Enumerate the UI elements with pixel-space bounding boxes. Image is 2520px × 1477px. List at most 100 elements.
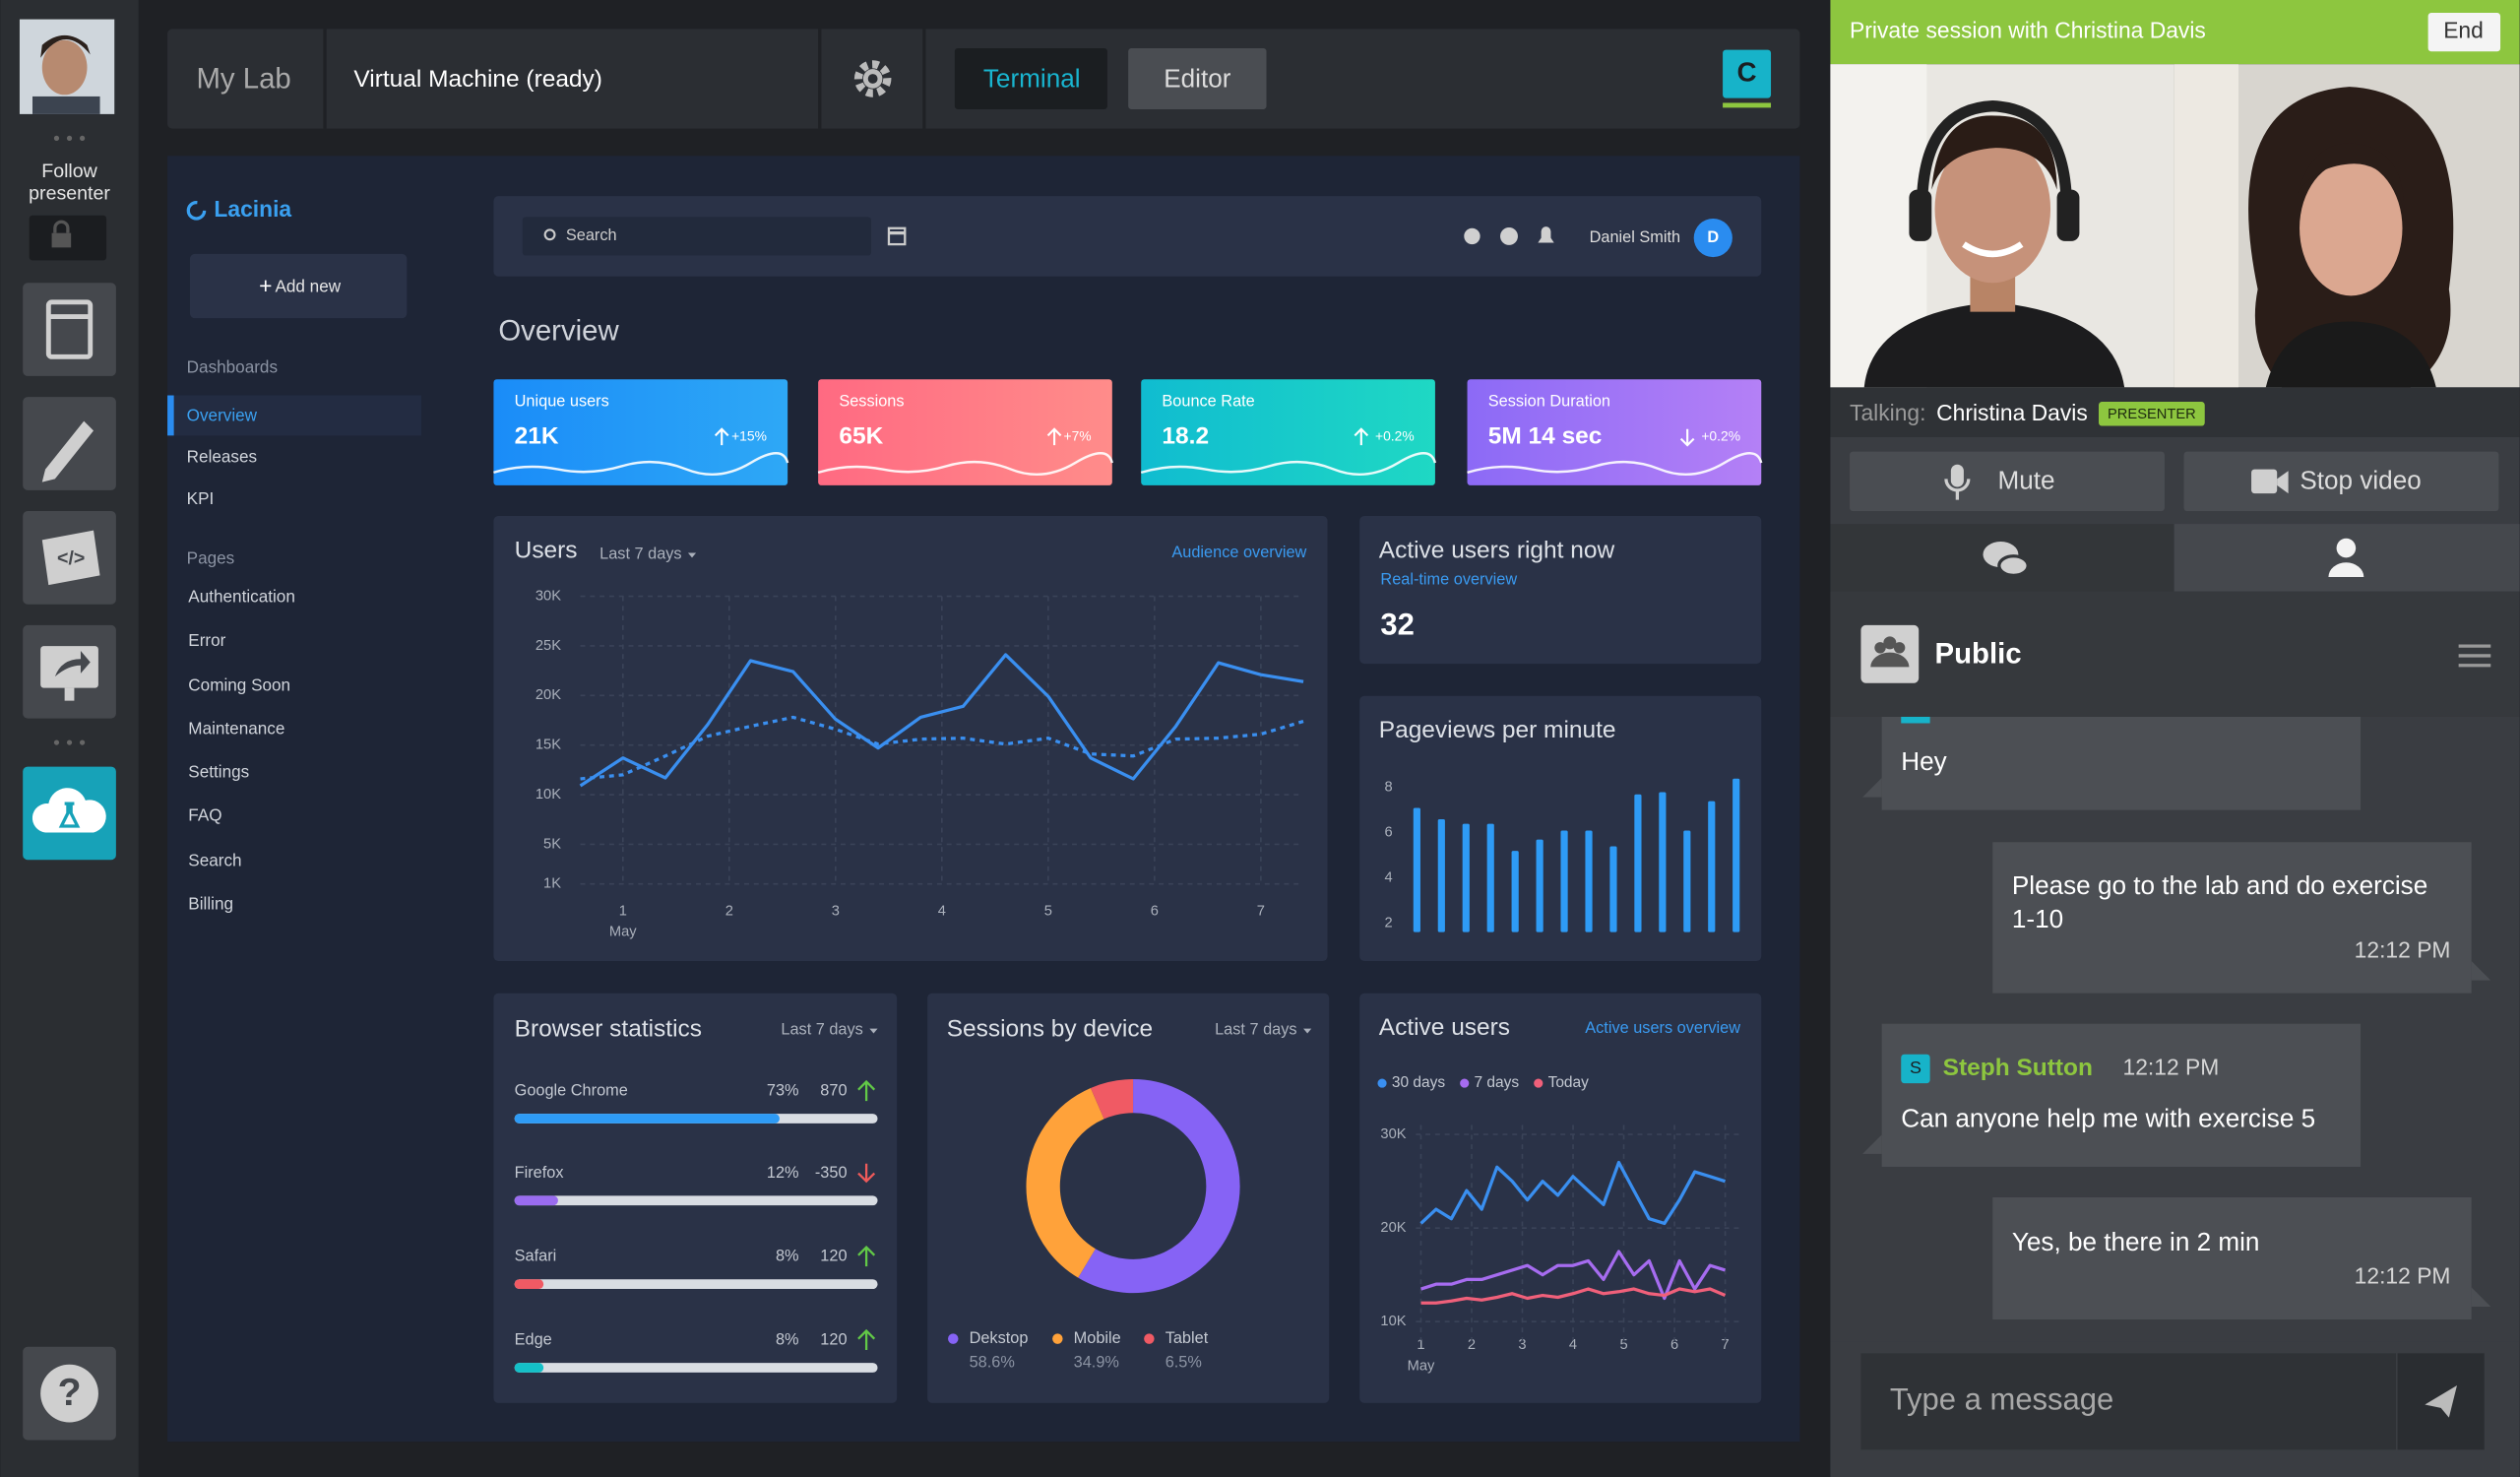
nav-item[interactable]: Maintenance: [188, 719, 284, 738]
message-bubble: [1992, 1196, 2472, 1320]
dots: [53, 135, 86, 141]
settings-button[interactable]: [853, 60, 892, 97]
kpi-sparkline: [1140, 452, 1437, 476]
search-input[interactable]: [522, 217, 872, 256]
nav-item[interactable]: Billing: [188, 893, 233, 913]
search-placeholder[interactable]: Search: [566, 226, 617, 244]
nav-item[interactable]: Settings: [188, 762, 249, 782]
browser-share: 12%: [767, 1164, 799, 1182]
stop-video-button[interactable]: [2183, 451, 2499, 512]
cloud-lab-button[interactable]: [58, 802, 81, 828]
help-button[interactable]: ?: [23, 1346, 116, 1441]
nav-item[interactable]: KPI: [187, 488, 215, 508]
header-icons[interactable]: [1538, 226, 1554, 243]
follow-lock[interactable]: [51, 232, 72, 248]
cloud-lab-button[interactable]: [23, 766, 116, 861]
add-new-label[interactable]: Add new: [275, 277, 341, 296]
nav-item[interactable]: Overview: [187, 405, 258, 424]
message-text: Yes, be there in 2 min: [2012, 1227, 2260, 1256]
presenter-avatar: [32, 96, 100, 114]
message-placeholder[interactable]: Type a message: [1890, 1381, 2113, 1416]
caret: [687, 552, 697, 558]
settings-button[interactable]: [867, 74, 878, 84]
tab-terminal[interactable]: [954, 47, 1107, 109]
user-avatar[interactable]: [1693, 218, 1732, 258]
add-new-button[interactable]: [189, 253, 408, 319]
settings-button[interactable]: [853, 60, 892, 97]
tool-button[interactable]: [41, 530, 100, 586]
nav-section: Dashboards: [187, 356, 278, 376]
card-link[interactable]: Audience overview: [1171, 544, 1306, 561]
nav-item[interactable]: Search: [188, 850, 241, 869]
header-icons[interactable]: [1500, 226, 1518, 245]
message-input[interactable]: [1860, 1353, 2396, 1450]
brand: Lacinia: [214, 196, 291, 222]
browser-name: Firefox: [515, 1164, 564, 1182]
nav-item[interactable]: Coming Soon: [188, 674, 290, 694]
donut-slice: [1026, 1087, 1105, 1278]
nav-item[interactable]: Error: [188, 630, 225, 650]
stop-video-label[interactable]: Stop video: [2300, 466, 2421, 495]
tool-button[interactable]: [23, 283, 116, 376]
help-button[interactable]: ?: [58, 1372, 82, 1414]
tool-button[interactable]: </>: [57, 547, 85, 569]
card-link[interactable]: Active users overview: [1585, 1019, 1740, 1037]
nav-item[interactable]: FAQ: [188, 805, 221, 825]
group-icon: [1870, 636, 1910, 668]
video-presenter: [1931, 115, 2057, 190]
x-tick-label: 5: [1619, 1337, 1627, 1353]
brand-logo: [186, 201, 207, 221]
tool-button[interactable]: [45, 299, 94, 359]
follow-lock[interactable]: [29, 215, 107, 261]
card-title: Active users: [1379, 1014, 1510, 1041]
author-avatar: [1901, 716, 1930, 724]
presenter-avatar: [19, 19, 115, 114]
mute-label[interactable]: Mute: [1998, 466, 2055, 495]
x-tick-label: 2: [725, 903, 733, 919]
tool-button[interactable]: [41, 420, 94, 482]
mute-button[interactable]: [1850, 451, 2165, 512]
trend-arrow: [857, 1163, 876, 1184]
y-tick-label: 1K: [543, 876, 561, 892]
y-tick-label: 4: [1384, 870, 1392, 886]
series-line: [580, 715, 1304, 781]
tool-button[interactable]: [54, 651, 91, 677]
follow-lock[interactable]: [53, 220, 70, 233]
tool-button[interactable]: [64, 687, 75, 701]
tab-label[interactable]: Terminal: [983, 64, 1081, 94]
video-presenter: [1916, 100, 2073, 210]
nav-item[interactable]: Authentication: [188, 587, 295, 607]
tool-button[interactable]: </>: [23, 511, 116, 605]
nav-item[interactable]: Releases: [187, 447, 257, 467]
range-select[interactable]: Last 7 days: [599, 545, 681, 562]
tool-button[interactable]: [23, 624, 116, 719]
end-button[interactable]: [2427, 13, 2501, 52]
calendar-icon[interactable]: [887, 226, 907, 246]
range-select[interactable]: Last 7 days: [781, 1021, 862, 1039]
progress-bar: [514, 1363, 544, 1373]
calendar-icon[interactable]: [887, 226, 907, 246]
session-title: Private session with Christina Davis: [1850, 18, 2206, 43]
x-tick-label: 7: [1257, 903, 1265, 919]
legend-label: Today: [1548, 1074, 1590, 1091]
tool-button[interactable]: [23, 283, 116, 376]
y-tick-label: 20K: [536, 687, 561, 703]
header-icons[interactable]: [1464, 226, 1554, 245]
card: [1359, 515, 1762, 665]
end-label[interactable]: End: [2443, 18, 2484, 43]
channel-menu[interactable]: [2458, 644, 2491, 668]
progress-bar: [514, 1114, 780, 1124]
kpi-card: [818, 379, 1112, 485]
tool-button[interactable]: [23, 397, 116, 490]
card-link[interactable]: Real-time overview: [1380, 571, 1517, 589]
help-button[interactable]: [40, 1364, 98, 1423]
x-tick-label: 6: [1670, 1337, 1678, 1353]
people-tab[interactable]: [2174, 524, 2520, 592]
tab-editor[interactable]: [1128, 47, 1267, 109]
tab-label[interactable]: Editor: [1164, 64, 1231, 94]
range-select[interactable]: Last 7 days: [1215, 1021, 1296, 1039]
header-icons[interactable]: [1464, 227, 1480, 245]
card-title: Active users right now: [1379, 537, 1615, 563]
bar: [1732, 778, 1740, 932]
dots: [53, 739, 60, 745]
